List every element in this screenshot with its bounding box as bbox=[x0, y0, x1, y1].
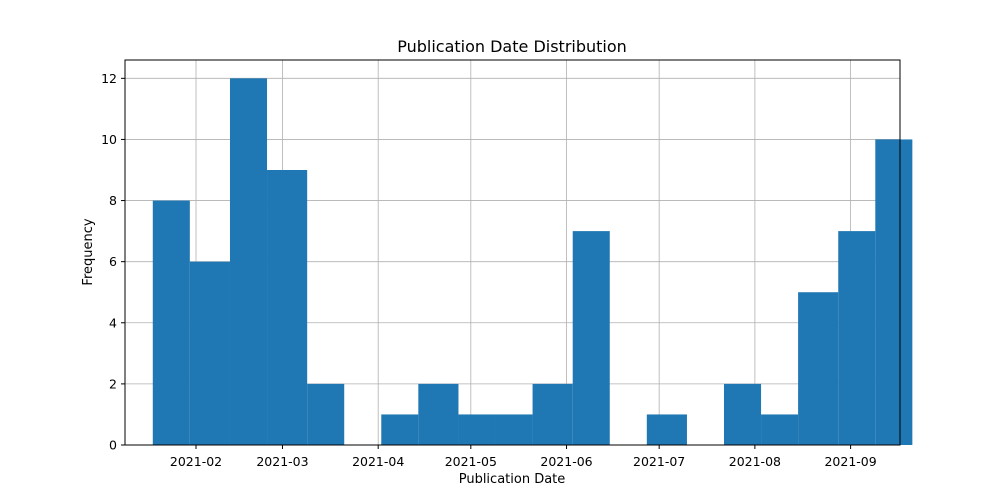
histogram-bar bbox=[381, 414, 419, 445]
histogram-bar bbox=[761, 414, 799, 445]
x-axis-label: Publication Date bbox=[459, 472, 566, 487]
histogram-bar bbox=[572, 231, 610, 445]
x-axis-ticks: 2021-02 2021-03 2021-04 2021-05 2021-06 2021-… bbox=[170, 445, 877, 469]
histogram-bar bbox=[229, 78, 268, 445]
x-tick-label: 2021-06 bbox=[540, 454, 592, 469]
y-tick-label: 4 bbox=[109, 315, 117, 330]
histogram-bar bbox=[307, 383, 345, 445]
y-tick-label: 10 bbox=[101, 132, 117, 147]
chart-title: Publication Date Distribution bbox=[397, 37, 627, 56]
x-tick-label: 2021-04 bbox=[352, 454, 404, 469]
histogram-bar bbox=[152, 200, 190, 445]
x-tick-label: 2021-02 bbox=[170, 454, 222, 469]
y-axis-label: Frequency bbox=[81, 218, 96, 285]
histogram-bar bbox=[418, 383, 459, 445]
histogram-bar bbox=[532, 383, 573, 445]
x-tick-label: 2021-08 bbox=[729, 454, 781, 469]
x-tick-label: 2021-07 bbox=[633, 454, 685, 469]
x-tick-label: 2021-05 bbox=[445, 454, 497, 469]
plot-frame bbox=[124, 59, 901, 446]
y-tick-label: 2 bbox=[109, 376, 117, 391]
y-tick-label: 6 bbox=[109, 254, 117, 269]
x-tick-label: 2021-03 bbox=[256, 454, 308, 469]
y-tick-label: 12 bbox=[101, 71, 117, 86]
histogram-bar bbox=[458, 414, 496, 445]
bars-layer bbox=[152, 78, 913, 445]
y-tick-label: 0 bbox=[109, 438, 117, 453]
histogram-bar bbox=[724, 383, 762, 445]
histogram-bar bbox=[838, 231, 876, 445]
histogram-bar bbox=[189, 261, 230, 445]
y-tick-label: 8 bbox=[109, 193, 117, 208]
y-axis-ticks: 0 2 4 6 8 10 12 bbox=[101, 71, 125, 453]
histogram-bar bbox=[267, 170, 308, 445]
histogram-bar bbox=[875, 139, 913, 445]
histogram-bar bbox=[798, 292, 839, 445]
x-tick-label: 2021-09 bbox=[824, 454, 876, 469]
histogram-bar bbox=[646, 414, 687, 445]
histogram-bar bbox=[495, 414, 533, 445]
